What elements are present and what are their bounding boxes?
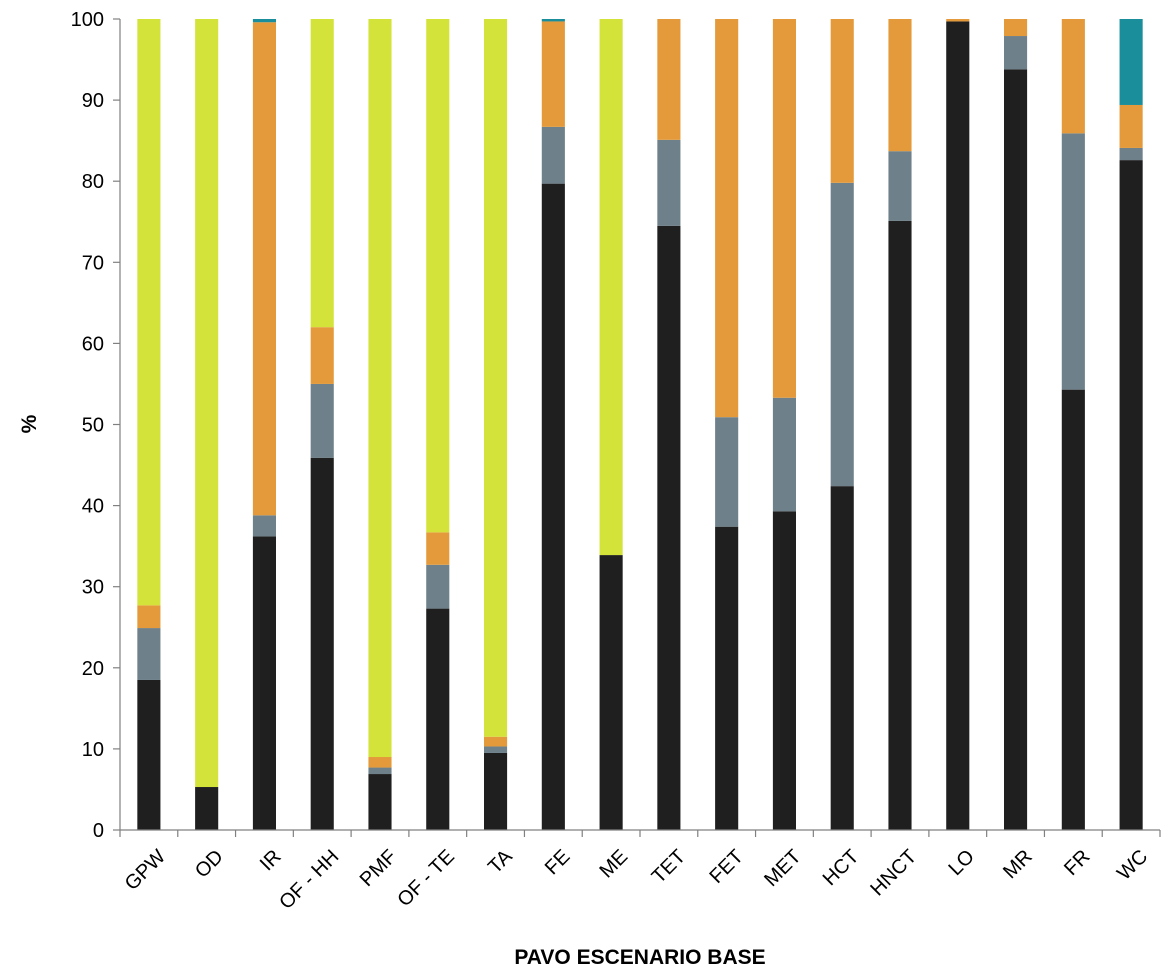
y-tick-label: 30 (82, 577, 104, 599)
bar-segment-1 (888, 220, 912, 830)
x-tick-label: TET (648, 846, 690, 888)
bar-segment-4 (195, 19, 219, 788)
bar-segment-3 (484, 736, 508, 747)
bar-segment-2 (715, 417, 739, 527)
bar-segment-3 (368, 757, 392, 768)
bar-segment-4 (310, 19, 334, 328)
y-tick-label: 60 (82, 333, 104, 355)
bar-segment-1 (946, 21, 970, 831)
x-tick-label: MR (999, 846, 1037, 884)
y-tick-label: 20 (82, 658, 104, 680)
y-axis-title: % (18, 414, 41, 433)
x-tick-label: ME (595, 846, 632, 883)
x-tick-label: FR (1060, 846, 1094, 880)
bar-segment-3 (310, 327, 334, 384)
bar-segment-2 (252, 515, 276, 537)
x-tick-label: OD (191, 846, 228, 883)
bar-segment-5 (1119, 19, 1143, 105)
bar-segment-1 (772, 511, 796, 830)
bar-segment-3 (1004, 19, 1028, 37)
bar-segment-1 (1061, 389, 1085, 830)
bar-segment-2 (772, 397, 796, 512)
bar-segment-2 (137, 628, 161, 680)
bar-segment-1 (657, 225, 681, 831)
bar-segment-1 (1004, 69, 1028, 830)
bar-segment-2 (1119, 147, 1143, 161)
x-tick-label: FE (541, 846, 575, 880)
y-tick-label: 90 (82, 90, 104, 112)
bar-segment-1 (541, 183, 565, 830)
y-tick-label: 80 (82, 171, 104, 193)
bar-segment-3 (252, 22, 276, 516)
bar-segment-2 (368, 767, 392, 775)
bar-segment-4 (368, 19, 392, 758)
bar-segment-2 (830, 182, 854, 487)
bar-segment-5 (541, 19, 565, 22)
bars-group (137, 19, 1143, 831)
x-tick-label: GPW (121, 846, 170, 895)
bar-segment-2 (310, 383, 334, 458)
bar-segment-1 (426, 608, 450, 830)
bar-segment-1 (830, 486, 854, 830)
bar-segment-3 (137, 605, 161, 629)
bar-segment-1 (599, 555, 623, 830)
bar-segment-4 (426, 19, 450, 533)
bar-segment-2 (657, 139, 681, 226)
bar-segment-1 (310, 457, 334, 830)
y-tick-label: 50 (82, 415, 104, 437)
bar-segment-1 (252, 536, 276, 830)
x-tick-label: IR (256, 846, 286, 876)
y-tick-label: 0 (93, 820, 104, 842)
x-tick-label: WC (1113, 846, 1152, 885)
bar-segment-4 (599, 19, 623, 556)
x-tick-label: MET (760, 846, 805, 891)
x-tick-label: LO (945, 846, 979, 880)
x-tick-label: PMF (356, 846, 401, 891)
bar-segment-1 (484, 752, 508, 830)
y-tick-label: 100 (71, 9, 104, 31)
bar-segment-1 (1119, 160, 1143, 831)
x-tick-label: HCT (819, 846, 864, 891)
bar-segment-3 (830, 19, 854, 183)
bar-segment-4 (137, 19, 161, 606)
bar-segment-5 (252, 19, 276, 23)
y-axis: 0 10 20 30 40 50 60 70 80 90 100 (71, 9, 121, 842)
bar-segment-2 (426, 564, 450, 609)
bar-segment-1 (195, 787, 219, 830)
bar-segment-1 (137, 679, 161, 830)
x-tick-label: OF - HH (275, 846, 343, 914)
bar-segment-3 (772, 19, 796, 398)
bar-segment-3 (946, 19, 970, 22)
bar-segment-1 (715, 526, 739, 830)
y-tick-label: 10 (82, 739, 104, 761)
y-tick-label: 70 (82, 252, 104, 274)
bar-segment-1 (368, 774, 392, 830)
bar-segment-3 (888, 19, 912, 152)
x-axis-title: PAVO ESCENARIO BASE (514, 946, 765, 969)
bar-segment-2 (484, 746, 508, 753)
bar-segment-2 (1061, 133, 1085, 390)
bar-segment-3 (1119, 104, 1143, 148)
bar-segment-3 (657, 19, 681, 140)
x-tick-label: HNCT (866, 846, 921, 901)
bar-segment-2 (888, 151, 912, 221)
bar-segment-4 (484, 19, 508, 737)
bar-segment-2 (541, 126, 565, 184)
x-tick-label: FET (706, 846, 748, 888)
x-tick-label: OF - TE (393, 846, 459, 912)
bar-segment-3 (541, 21, 565, 127)
y-tick-label: 40 (82, 496, 104, 518)
bar-segment-3 (1061, 19, 1085, 134)
x-tick-label: TA (484, 845, 517, 878)
bar-segment-3 (426, 532, 450, 565)
bar-segment-2 (1004, 36, 1028, 70)
bar-segment-3 (715, 19, 739, 418)
